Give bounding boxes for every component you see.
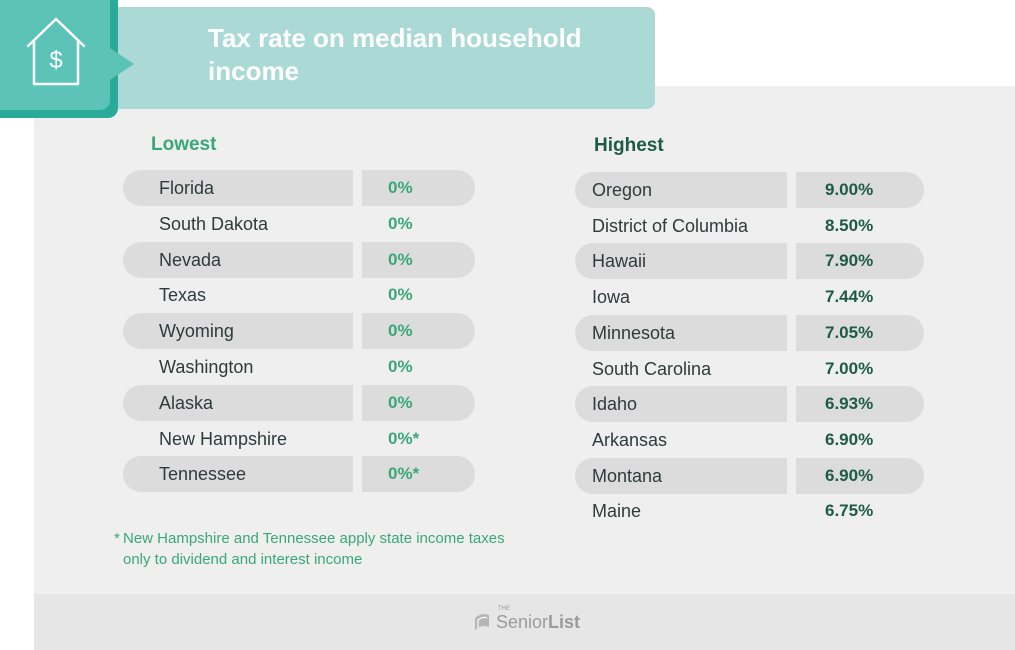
icon-badge: $ [0, 0, 134, 118]
state-name: Arkansas [592, 429, 668, 450]
row-shade-left [123, 170, 353, 206]
lowest-table-row: Florida 0% [123, 170, 475, 206]
row-shade-right [796, 386, 924, 423]
lowest-table-row: New Hampshire 0%* [123, 421, 475, 457]
page-title: Tax rate on median household income [208, 23, 582, 86]
state-name: Oregon [592, 180, 653, 200]
row-shade-right [796, 172, 924, 208]
state-name: Alaska [159, 392, 214, 413]
state-name: New Hampshire [159, 428, 288, 449]
highest-table-row: South Carolina 7.00% [575, 351, 924, 387]
tax-rate: 6.90% [825, 465, 874, 485]
row-shade-right [796, 314, 924, 351]
lowest-table-row: Nevada 0% [123, 241, 475, 278]
tax-rate: 0% [388, 213, 413, 233]
highest-table-row: Oregon 9.00% [575, 172, 924, 208]
logo-mark-icon [475, 614, 489, 630]
tax-rate: 0% [388, 392, 413, 412]
lowest-table-row: Wyoming 0% [123, 313, 475, 350]
state-name: Montana [592, 465, 663, 486]
highest-table-row: Hawaii 7.90% [575, 243, 924, 280]
state-name: District of Columbia [592, 215, 749, 236]
title-banner [100, 7, 655, 109]
state-name: Florida [159, 178, 215, 198]
tax-rate: 0% [388, 321, 413, 341]
row-shade-right [362, 313, 475, 350]
row-shade-right [796, 243, 924, 280]
tax-rate: 9.00% [825, 180, 874, 199]
lowest-table-row: Washington 0% [123, 349, 475, 385]
row-shade-right [362, 456, 475, 493]
row-shade-right [362, 241, 475, 278]
tax-rate: 0% [388, 357, 413, 376]
logo-list: List [548, 612, 581, 632]
highest-table-row: Montana 6.90% [575, 457, 924, 494]
tax-rate: 6.93% [825, 394, 874, 414]
highest-table-row: Arkansas 6.90% [575, 422, 924, 458]
tax-rate: 0%* [388, 428, 420, 448]
icon-badge-arrow [110, 48, 134, 80]
row-shade-left [123, 313, 353, 350]
tax-rate: 7.44% [825, 287, 874, 307]
logo-the: THE [498, 606, 510, 612]
highest-table-row: Iowa 7.44% [575, 279, 924, 315]
logo-wordmark: SeniorList [496, 612, 580, 633]
tax-rate: 6.90% [825, 429, 874, 449]
highest-table-row: Maine 6.75% [575, 493, 924, 529]
state-name: South Carolina [592, 358, 712, 379]
row-shade-right [362, 384, 475, 421]
state-name: Tennessee [159, 464, 247, 485]
footer-bar [34, 594, 1015, 650]
state-name: Idaho [592, 394, 638, 415]
footnote-text: New Hampshire and Tennessee apply state … [123, 530, 505, 568]
highest-table-row: District of Columbia 8.50% [575, 208, 924, 244]
tax-rate: 7.90% [825, 251, 874, 271]
highest-table-row: Idaho 6.93% [575, 386, 924, 423]
highest-heading: Highest [594, 135, 664, 156]
row-shade-left [575, 457, 787, 494]
row-shade-left [575, 386, 787, 423]
row-shade-left [123, 241, 353, 278]
row-shade-left [575, 172, 787, 208]
svg-text:$: $ [49, 47, 62, 74]
lowest-table-row: South Dakota 0% [123, 206, 475, 242]
state-name: Wyoming [159, 321, 234, 342]
state-name: Texas [159, 285, 207, 306]
row-shade-right [362, 170, 475, 206]
state-name: Maine [592, 501, 642, 522]
row-shade-left [575, 314, 787, 351]
row-shade-right [796, 457, 924, 494]
footnote-marker: * [114, 530, 120, 547]
tax-rate: 6.75% [825, 501, 874, 521]
house-dollar-icon: $ [26, 17, 86, 86]
tax-rate: 7.00% [825, 358, 874, 378]
lowest-table-row: Alaska 0% [123, 384, 475, 421]
row-shade-left [123, 384, 353, 421]
logo-senior: Senior [496, 612, 549, 632]
state-name: Washington [159, 357, 254, 377]
tax-rate: 0% [388, 178, 413, 197]
tax-rate: 0% [388, 285, 413, 305]
row-shade-left [123, 456, 353, 493]
row-shade-left [575, 243, 787, 280]
tax-rate: 8.50% [825, 215, 874, 235]
highest-table-row: Minnesota 7.05% [575, 314, 924, 351]
state-name: Minnesota [592, 322, 676, 343]
tax-rate: 0% [388, 249, 413, 269]
state-name: Hawaii [592, 251, 647, 272]
state-name: Iowa [592, 287, 631, 308]
lowest-table-row: Texas 0% [123, 277, 475, 313]
tax-rate: 0%* [388, 464, 420, 484]
state-name: Nevada [159, 249, 222, 270]
lowest-heading: Lowest [151, 134, 217, 155]
tax-rate: 7.05% [825, 322, 874, 342]
state-name: South Dakota [159, 213, 269, 234]
lowest-table-row: Tennessee 0%* [123, 456, 475, 493]
